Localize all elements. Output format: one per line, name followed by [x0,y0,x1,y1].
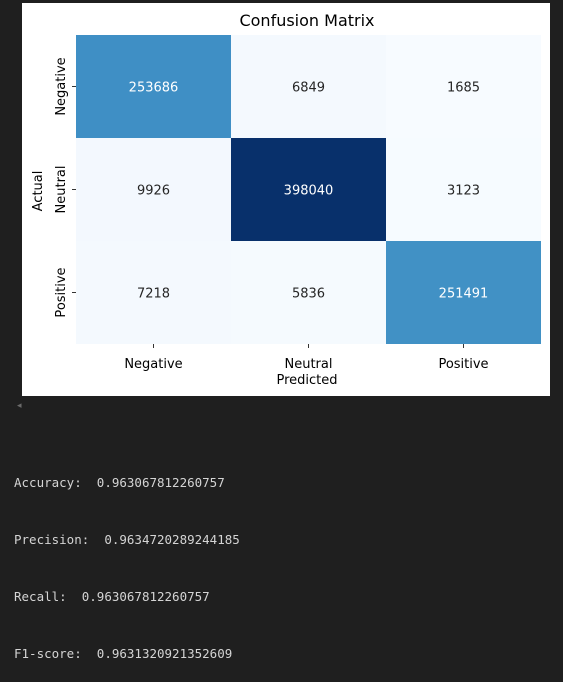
y-tick-label: Neutral [54,166,69,214]
cell-value-label: 6849 [292,81,325,96]
y-tick-label: Negative [54,57,69,115]
metric-recall: Recall: 0.963067812260757 [14,587,554,606]
heatmap-cell [386,241,541,344]
heatmap-cell [386,35,541,138]
metric-label: Precision: [14,532,90,547]
cell-value-label: 5836 [292,287,325,302]
cell-value-label: 398040 [284,184,334,199]
heatmap-cell [386,138,541,241]
y-tick-label: Positive [54,267,69,317]
heatmap-cell [76,241,231,344]
heatmap-cell [231,138,386,241]
chart-title: Confusion Matrix [239,11,374,30]
x-tick-label: Positive [438,357,488,372]
cell-value-label: 3123 [447,184,480,199]
x-axis-ticks: Negative Neutral Positive [124,344,489,372]
cell-value-label: 1685 [447,81,480,96]
cell-value-label: 9926 [137,184,170,199]
metrics-output: Accuracy: 0.963067812260757 Precision: 0… [14,435,554,682]
x-tick-label: Negative [124,357,182,372]
cell-value-label: 253686 [129,81,179,96]
metric-value: 0.963067812260757 [81,589,210,604]
metric-value: 0.9634720289244185 [104,532,240,547]
cell-value-label: 7218 [137,287,170,302]
heatmap-cell [76,35,231,138]
y-axis-label: Actual [31,171,46,212]
confusion-matrix-chart: Confusion Matrix 253686 6849 1685 9926 39804… [31,11,541,388]
heatmap-cell [76,138,231,241]
x-axis-label: Predicted [276,373,337,388]
heatmap-cells: 253686 6849 1685 9926 398040 3123 7218 5836 2514… [76,35,541,344]
y-axis-ticks: Negative Neutral Positive [54,57,76,318]
heatmap-cell [231,241,386,344]
metric-label: Accuracy: [14,475,82,490]
x-tick-label: Neutral [285,357,333,372]
metric-label: Recall: [14,589,67,604]
metric-f1-score: F1-score: 0.9631320921352609 [14,644,554,663]
scroll-left-icon[interactable]: ◂ [17,401,22,411]
metric-value: 0.9631320921352609 [96,646,233,661]
metric-label: F1-score: [14,646,82,661]
metric-precision: Precision: 0.9634720289244185 [14,530,554,549]
heatmap-cell [231,35,386,138]
metric-value: 0.963067812260757 [96,475,225,490]
metric-accuracy: Accuracy: 0.963067812260757 [14,473,554,492]
cell-value-label: 251491 [439,287,489,302]
chart-figure: Confusion Matrix 253686 6849 1685 9926 39804… [22,3,550,396]
